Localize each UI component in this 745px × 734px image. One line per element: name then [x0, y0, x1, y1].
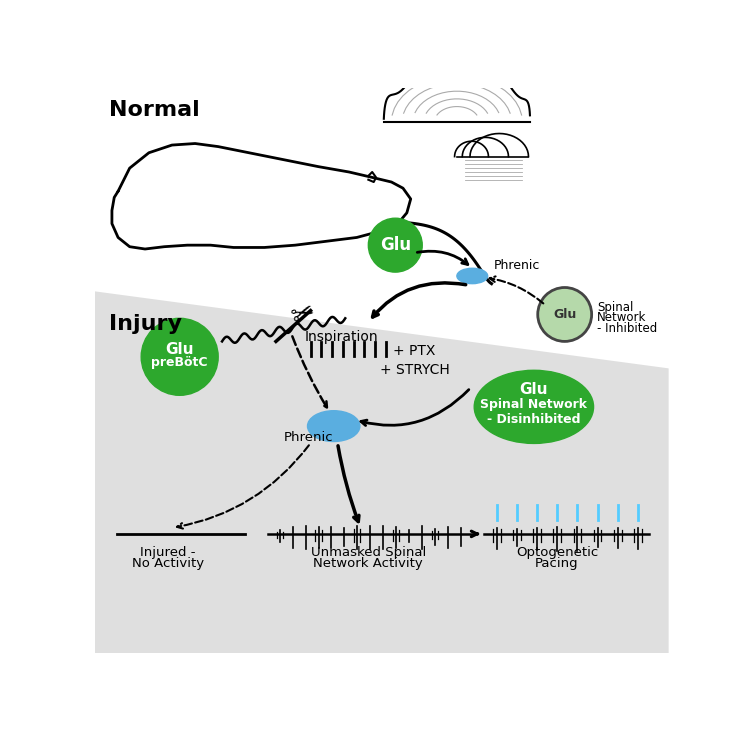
Polygon shape: [95, 291, 668, 653]
Text: Network: Network: [597, 311, 647, 324]
Text: Phrenic: Phrenic: [494, 258, 540, 272]
Text: Phrenic: Phrenic: [284, 431, 333, 444]
Text: - Inhibited: - Inhibited: [597, 322, 657, 335]
Text: ✂: ✂: [287, 297, 319, 332]
Text: Unmasked Spinal: Unmasked Spinal: [311, 546, 426, 559]
Circle shape: [142, 319, 218, 396]
Text: + PTX
+ STRYCH: + PTX + STRYCH: [380, 344, 449, 377]
Text: preBötC: preBötC: [151, 357, 208, 369]
Text: Normal: Normal: [109, 101, 200, 120]
Ellipse shape: [457, 268, 488, 283]
Ellipse shape: [475, 370, 594, 443]
Text: Spinal: Spinal: [597, 301, 633, 313]
Text: Glu: Glu: [165, 341, 194, 357]
Text: - Disinhibited: - Disinhibited: [487, 413, 580, 426]
Text: Inspiration: Inspiration: [305, 330, 378, 344]
Text: Injury: Injury: [109, 314, 182, 335]
Text: Network Activity: Network Activity: [314, 557, 423, 570]
Text: Glu: Glu: [380, 236, 410, 254]
Text: Pacing: Pacing: [535, 557, 579, 570]
Text: Injured -: Injured -: [140, 546, 196, 559]
Ellipse shape: [308, 411, 360, 442]
Circle shape: [538, 288, 592, 341]
Text: No Activity: No Activity: [132, 557, 204, 570]
Circle shape: [368, 218, 422, 272]
Text: Glu: Glu: [553, 308, 577, 321]
Text: Spinal Network: Spinal Network: [481, 398, 587, 411]
Text: Optogenetic: Optogenetic: [516, 546, 598, 559]
Text: Glu: Glu: [519, 382, 548, 397]
